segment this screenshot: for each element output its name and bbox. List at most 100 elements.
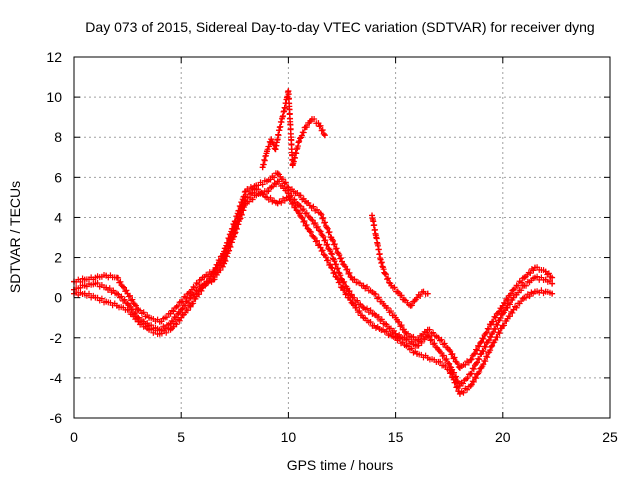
data-point-fill xyxy=(391,284,398,291)
data-point-fill xyxy=(233,219,240,226)
data-point-fill xyxy=(331,269,338,276)
data-point-fill xyxy=(226,238,233,245)
data-point-fill xyxy=(476,356,483,363)
data-points xyxy=(71,88,556,397)
data-point-fill xyxy=(348,291,355,298)
data-point-fill xyxy=(300,218,307,225)
data-point-fill xyxy=(526,293,533,300)
data-point-fill xyxy=(298,214,305,221)
data-point-fill xyxy=(298,132,305,139)
data-point-fill xyxy=(132,302,139,309)
data-point-fill xyxy=(396,319,403,326)
data-point-fill xyxy=(330,237,337,244)
data-point-fill xyxy=(382,271,389,278)
data-point-fill xyxy=(227,237,234,244)
data-point-fill xyxy=(398,292,405,299)
data-point-fill xyxy=(371,222,378,229)
data-point-fill xyxy=(455,364,462,371)
data-point-fill xyxy=(408,345,415,352)
data-point-fill xyxy=(448,351,455,358)
data-point xyxy=(467,382,474,389)
data-point-fill xyxy=(400,326,407,333)
data-point-fill xyxy=(469,378,476,385)
data-point xyxy=(321,132,328,139)
data-point-fill xyxy=(417,293,424,300)
data-point-fill xyxy=(367,318,374,325)
data-point-fill xyxy=(309,217,316,224)
data-point-fill xyxy=(332,246,339,253)
data-point-fill xyxy=(267,176,274,183)
data-point-fill xyxy=(292,154,299,161)
data-point-fill xyxy=(331,258,338,265)
data-point-fill xyxy=(267,194,274,201)
data-point-fill xyxy=(336,279,343,286)
data-point-fill xyxy=(428,336,435,343)
data-point-fill xyxy=(216,262,223,269)
data-point xyxy=(317,228,324,235)
data-point-fill xyxy=(378,259,385,266)
data-point-fill xyxy=(184,307,191,314)
data-point-fill xyxy=(336,251,343,258)
data-point-fill xyxy=(481,343,488,350)
data-point-fill xyxy=(385,275,392,282)
y-tick-label: 0 xyxy=(54,290,62,306)
data-point-fill xyxy=(223,247,230,254)
data-point-fill xyxy=(476,368,483,375)
data-point-fill xyxy=(119,283,126,290)
x-axis-label: GPS time / hours xyxy=(287,457,394,473)
data-point-fill xyxy=(163,329,170,336)
grid-lines xyxy=(74,57,610,418)
data-point-fill xyxy=(219,263,226,270)
data-point-fill xyxy=(329,265,336,272)
data-point-fill xyxy=(259,181,266,188)
data-point-fill xyxy=(266,143,273,150)
x-tick-label: 0 xyxy=(70,429,78,445)
data-point-fill xyxy=(438,336,445,343)
data-point-fill xyxy=(233,220,240,227)
data-point-fill xyxy=(221,252,228,259)
data-point-fill xyxy=(77,278,84,285)
data-point-fill xyxy=(473,375,479,382)
data-point-fill xyxy=(320,233,327,240)
data-point-fill xyxy=(94,279,101,286)
data-point-fill xyxy=(442,357,449,364)
data-point-fill xyxy=(319,247,326,254)
data-point-fill xyxy=(323,224,330,231)
data-point-fill xyxy=(482,358,489,365)
data-point-fill xyxy=(228,233,235,240)
data-point-fill xyxy=(238,205,245,212)
data-point-fill xyxy=(292,204,299,211)
data-point-fill xyxy=(180,302,187,309)
data-point-fill xyxy=(497,315,504,322)
data-point-fill xyxy=(437,358,444,365)
data-point-fill xyxy=(223,248,230,255)
data-point-fill xyxy=(171,313,178,320)
data-point-fill xyxy=(308,216,315,223)
data-point-fill xyxy=(495,329,502,336)
data-point-fill xyxy=(312,219,319,226)
data-point-fill xyxy=(480,348,487,355)
data-point-fill xyxy=(308,229,315,236)
data-point-fill xyxy=(249,189,256,196)
data-point-fill xyxy=(300,206,307,213)
data-point-fill xyxy=(129,306,136,313)
y-tick-label: -2 xyxy=(50,330,63,346)
data-point-fill xyxy=(163,314,170,321)
data-point-fill xyxy=(170,323,177,330)
data-point xyxy=(549,274,556,281)
data-point-fill xyxy=(372,291,379,298)
data-point-fill xyxy=(312,238,319,245)
series-3 xyxy=(71,186,556,397)
data-point-fill xyxy=(148,326,155,333)
data-point-fill xyxy=(175,310,182,317)
data-point-fill xyxy=(470,351,477,358)
data-point-fill xyxy=(117,278,124,285)
data-point-fill xyxy=(196,291,203,298)
data-point-fill xyxy=(459,380,466,387)
data-point-fill xyxy=(426,333,433,340)
data-point xyxy=(296,138,303,145)
data-point-fill xyxy=(331,241,338,248)
data-point-fill xyxy=(367,307,374,314)
data-point-fill xyxy=(482,330,489,337)
data-point-fill xyxy=(518,279,525,286)
